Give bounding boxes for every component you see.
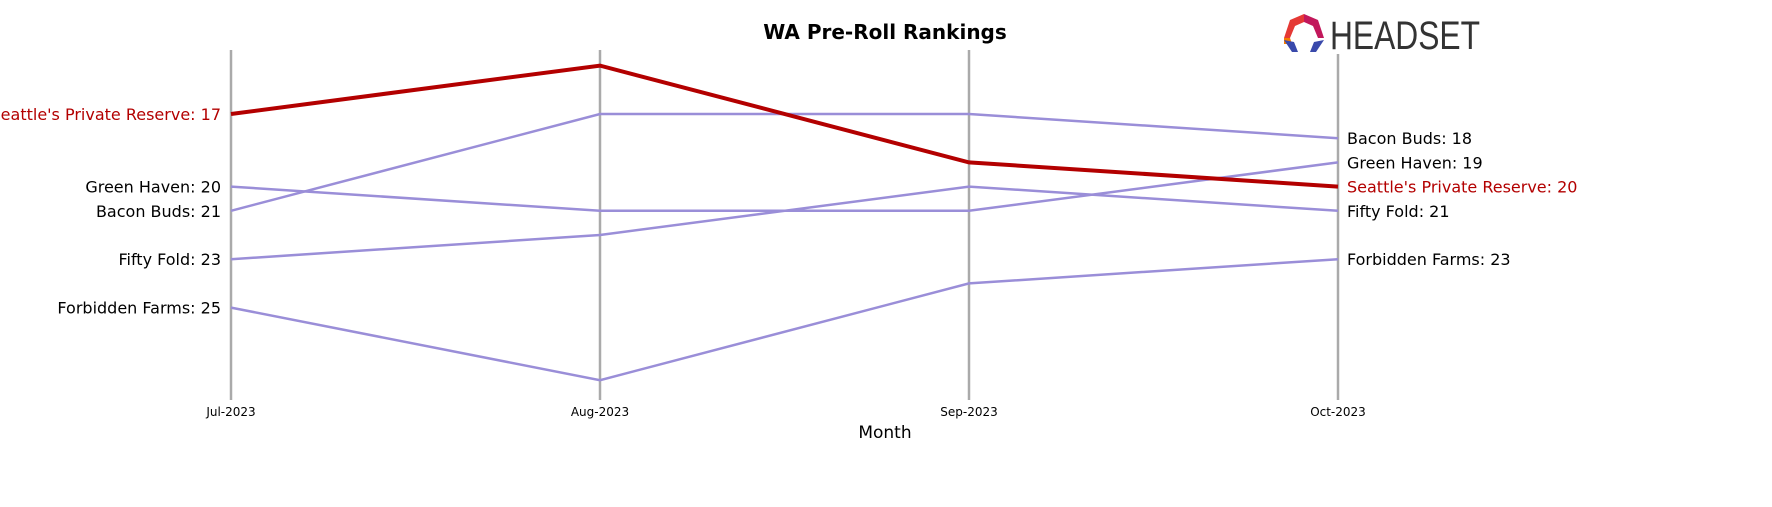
start-rank-label: Seattle's Private Reserve: 17 bbox=[0, 105, 221, 124]
x-tick-label: Oct-2023 bbox=[1310, 405, 1366, 419]
series-line bbox=[230, 257, 1339, 382]
start-rank-label: Green Haven: 20 bbox=[85, 178, 221, 197]
end-rank-label: Fifty Fold: 21 bbox=[1347, 202, 1450, 221]
end-rank-label: Forbidden Farms: 23 bbox=[1347, 250, 1511, 269]
logo-text: HEADSET bbox=[1330, 14, 1480, 58]
start-rank-label: Forbidden Farms: 25 bbox=[57, 299, 221, 318]
series-line bbox=[230, 161, 1339, 213]
chart-title: WA Pre-Roll Rankings bbox=[763, 20, 1007, 44]
x-tick-label: Sep-2023 bbox=[940, 405, 998, 419]
headset-logo: HEADSET bbox=[1284, 14, 1480, 58]
end-rank-label: Green Haven: 19 bbox=[1347, 153, 1483, 172]
x-tick-label: Aug-2023 bbox=[571, 405, 629, 419]
start-rank-label: Bacon Buds: 21 bbox=[96, 202, 221, 221]
end-rank-label: Seattle's Private Reserve: 20 bbox=[1347, 178, 1577, 197]
series-line bbox=[230, 63, 1339, 189]
start-rank-label: Fifty Fold: 23 bbox=[118, 250, 221, 269]
x-tick-label: Jul-2023 bbox=[205, 405, 255, 419]
x-axis-label: Month bbox=[858, 423, 911, 443]
series-line bbox=[230, 185, 1339, 261]
end-rank-label: Bacon Buds: 18 bbox=[1347, 129, 1472, 148]
